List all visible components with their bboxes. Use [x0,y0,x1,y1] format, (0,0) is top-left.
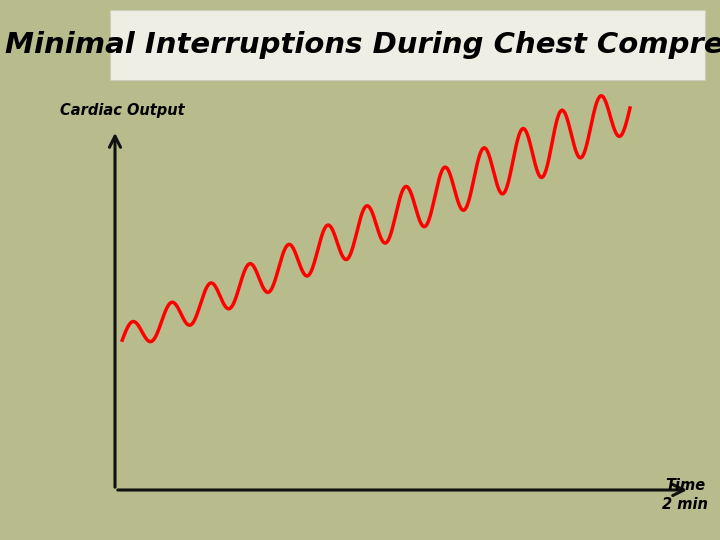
Text: Cardiac Output: Cardiac Output [60,103,184,118]
Text: Minimal Interruptions During Chest Compression: Minimal Interruptions During Chest Compr… [6,31,720,59]
Text: Time
2 min: Time 2 min [662,478,708,511]
